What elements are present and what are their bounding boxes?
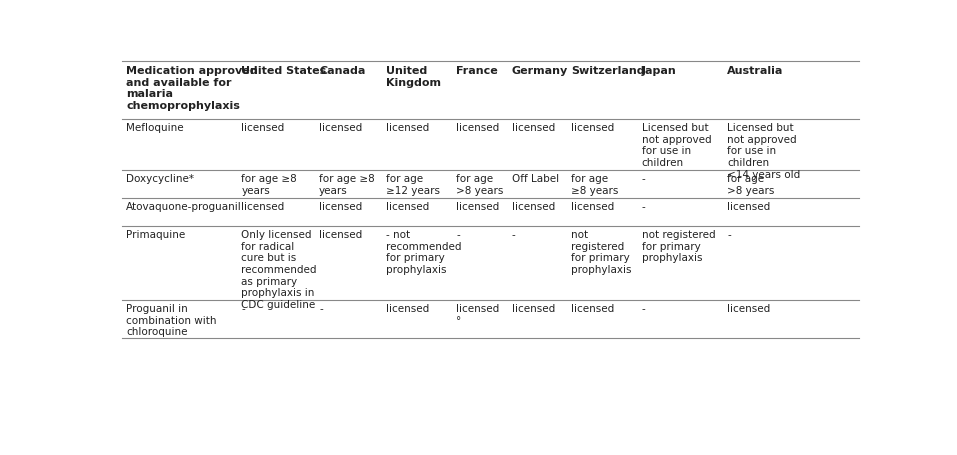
Text: Off Label: Off Label (512, 174, 559, 184)
Text: licensed: licensed (319, 202, 363, 212)
Text: licensed: licensed (512, 303, 555, 313)
Text: Primaquine: Primaquine (126, 230, 186, 240)
Text: for age
≥8 years: for age ≥8 years (571, 174, 618, 195)
Text: - not
recommended
for primary
prophylaxis: - not recommended for primary prophylaxi… (386, 230, 461, 274)
Text: licensed: licensed (319, 123, 363, 133)
Text: Switzerland: Switzerland (571, 66, 645, 76)
Text: -: - (456, 230, 460, 240)
Text: Licensed but
not approved
for use in
children: Licensed but not approved for use in chi… (642, 123, 711, 167)
Text: licensed: licensed (727, 303, 770, 313)
Text: licensed: licensed (571, 202, 614, 212)
Text: Mefloquine: Mefloquine (126, 123, 184, 133)
Text: -: - (319, 303, 323, 313)
Text: licensed: licensed (241, 202, 284, 212)
Text: United States: United States (241, 66, 326, 76)
Text: -: - (642, 174, 646, 184)
Text: for age ≥8
years: for age ≥8 years (319, 174, 375, 195)
Text: licensed: licensed (386, 123, 429, 133)
Text: licensed: licensed (512, 123, 555, 133)
Text: Atovaquone-proguanil: Atovaquone-proguanil (126, 202, 242, 212)
Text: Japan: Japan (642, 66, 677, 76)
Text: licensed: licensed (456, 202, 500, 212)
Text: -: - (241, 303, 245, 313)
Text: licensed: licensed (386, 303, 429, 313)
Text: Germany: Germany (512, 66, 568, 76)
Text: Proguanil in
combination with
chloroquine: Proguanil in combination with chloroquin… (126, 303, 217, 337)
Text: for age
>8 years: for age >8 years (727, 174, 774, 195)
Text: -: - (512, 230, 516, 240)
Text: licensed
°: licensed ° (456, 303, 500, 325)
Text: -: - (727, 230, 731, 240)
Text: -: - (642, 303, 646, 313)
Text: licensed: licensed (456, 123, 500, 133)
Text: France: France (456, 66, 498, 76)
Text: Australia: Australia (727, 66, 784, 76)
Text: for age ≥8
years: for age ≥8 years (241, 174, 297, 195)
Text: licensed: licensed (571, 303, 614, 313)
Text: licensed: licensed (571, 123, 614, 133)
Text: Canada: Canada (319, 66, 366, 76)
Text: -: - (642, 202, 646, 212)
Text: Doxycycline*: Doxycycline* (126, 174, 194, 184)
Text: Licensed but
not approved
for use in
children
<14 years old: Licensed but not approved for use in chi… (727, 123, 800, 179)
Text: for age
>8 years: for age >8 years (456, 174, 503, 195)
Text: licensed: licensed (319, 230, 363, 240)
Text: licensed: licensed (512, 202, 555, 212)
Text: licensed: licensed (727, 202, 770, 212)
Text: United
Kingdom: United Kingdom (386, 66, 441, 87)
Text: licensed: licensed (386, 202, 429, 212)
Text: Medication approved
and available for
malaria
chemoprophylaxis: Medication approved and available for ma… (126, 66, 258, 111)
Text: not registered
for primary
prophylaxis: not registered for primary prophylaxis (642, 230, 716, 263)
Text: licensed: licensed (241, 123, 284, 133)
Text: not
registered
for primary
prophylaxis: not registered for primary prophylaxis (571, 230, 632, 274)
Text: Only licensed
for radical
cure but is
recommended
as primary
prophylaxis in
CDC : Only licensed for radical cure but is re… (241, 230, 317, 309)
Text: for age
≥12 years: for age ≥12 years (386, 174, 440, 195)
